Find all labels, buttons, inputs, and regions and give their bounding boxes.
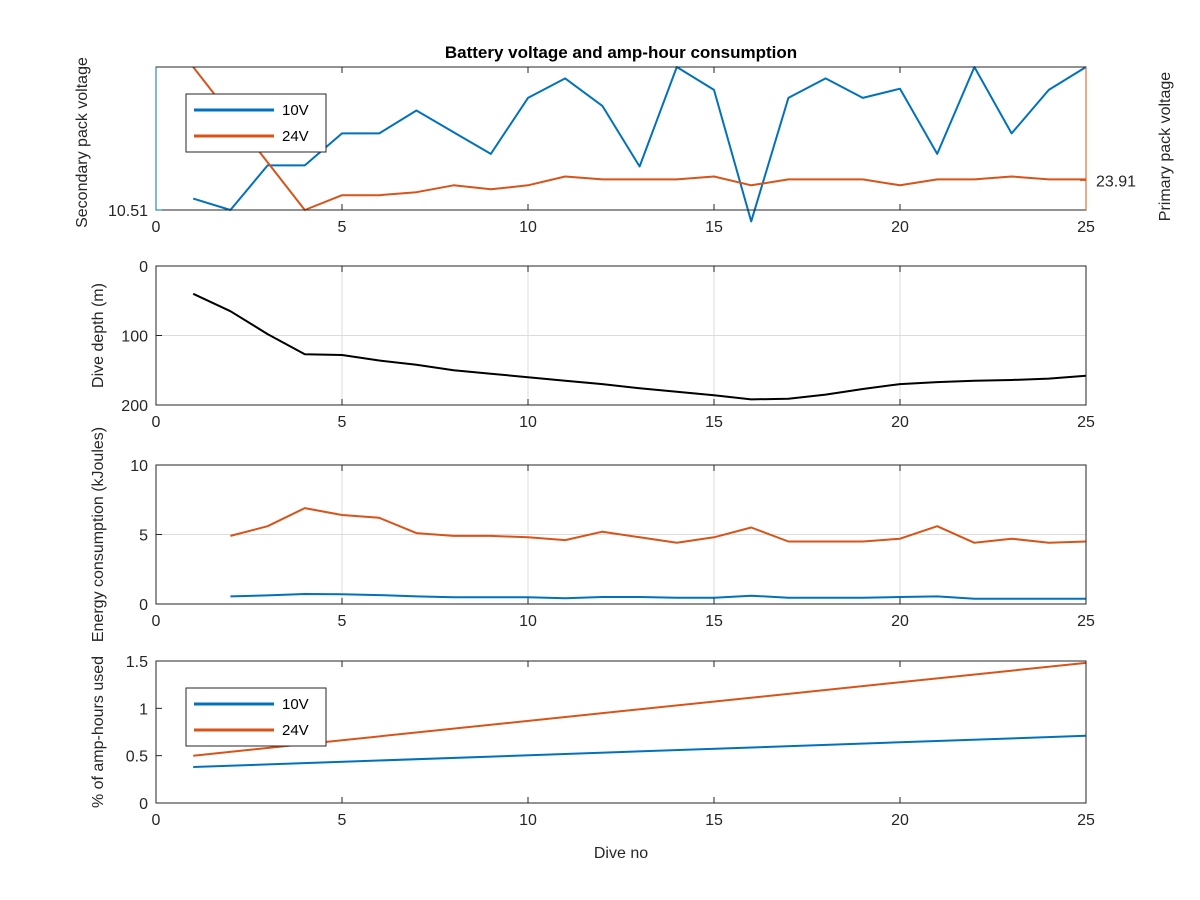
x-tick-label: 10: [519, 812, 537, 829]
y-axis-label: Secondary pack voltage: [74, 57, 91, 228]
x-tick-label: 25: [1077, 219, 1095, 236]
y-tick-label: 1: [139, 701, 148, 718]
y-tick-label: 200: [121, 398, 148, 415]
x-tick-label: 15: [705, 219, 723, 236]
legend-label-10v: 10V: [282, 102, 309, 119]
series-line-24v: [230, 507, 1087, 544]
legend-box: [185, 687, 327, 747]
legend-label-24v: 24V: [282, 722, 309, 739]
x-tick-label: 5: [338, 613, 347, 630]
y-tick-label-right: 23.91: [1096, 173, 1136, 190]
right-axis-label: Primary pack voltage: [1157, 72, 1174, 221]
y-tick-label: 5: [139, 528, 148, 545]
legend-box: [185, 93, 327, 153]
x-tick-label: 0: [152, 812, 161, 829]
y-tick-label: 10: [130, 458, 148, 475]
x-tick-label: 15: [705, 414, 723, 431]
y-tick-label: 100: [121, 329, 148, 346]
series-line-24v: [192, 66, 1086, 211]
y-axis-label: Energy consumption (kJoules): [90, 427, 107, 642]
x-tick-label: 0: [152, 613, 161, 630]
x-tick-label: 25: [1077, 812, 1095, 829]
y-tick-label: 0.5: [126, 749, 148, 766]
y-tick-label: 0: [139, 796, 148, 813]
x-tick-label: 20: [891, 812, 909, 829]
x-tick-label: 0: [152, 219, 161, 236]
y-tick-label: 10.51: [108, 203, 148, 220]
x-tick-label: 20: [891, 219, 909, 236]
x-tick-label: 20: [891, 414, 909, 431]
legend-label-10v: 10V: [282, 696, 309, 713]
x-tick-label: 15: [705, 613, 723, 630]
chart-title: Battery voltage and amp-hour consumption: [445, 43, 797, 62]
series-line-24v: [193, 661, 1087, 757]
series-line-10v: [193, 734, 1087, 768]
series-line-10v: [230, 593, 1086, 600]
x-tick-label: 10: [519, 613, 537, 630]
x-tick-label: 0: [152, 414, 161, 431]
series-line-10v: [192, 66, 1087, 223]
x-tick-label: 5: [338, 219, 347, 236]
axes-box: [155, 660, 1087, 804]
legend-label-24v: 24V: [282, 128, 309, 145]
y-tick-label: 1.5: [126, 654, 148, 671]
y-axis-label: Dive depth (m): [90, 283, 107, 388]
y-axis-label: % of amp-hours used: [90, 656, 107, 808]
y-tick-label: 0: [139, 259, 148, 276]
y-tick-label: 0: [139, 597, 148, 614]
x-axis-label: Dive no: [594, 845, 648, 862]
x-tick-label: 5: [338, 812, 347, 829]
x-tick-label: 20: [891, 613, 909, 630]
x-tick-label: 15: [705, 812, 723, 829]
x-tick-label: 5: [338, 414, 347, 431]
x-tick-label: 10: [519, 414, 537, 431]
x-tick-label: 25: [1077, 613, 1095, 630]
series-line-depth: [192, 292, 1087, 401]
x-tick-label: 10: [519, 219, 537, 236]
x-tick-label: 25: [1077, 414, 1095, 431]
